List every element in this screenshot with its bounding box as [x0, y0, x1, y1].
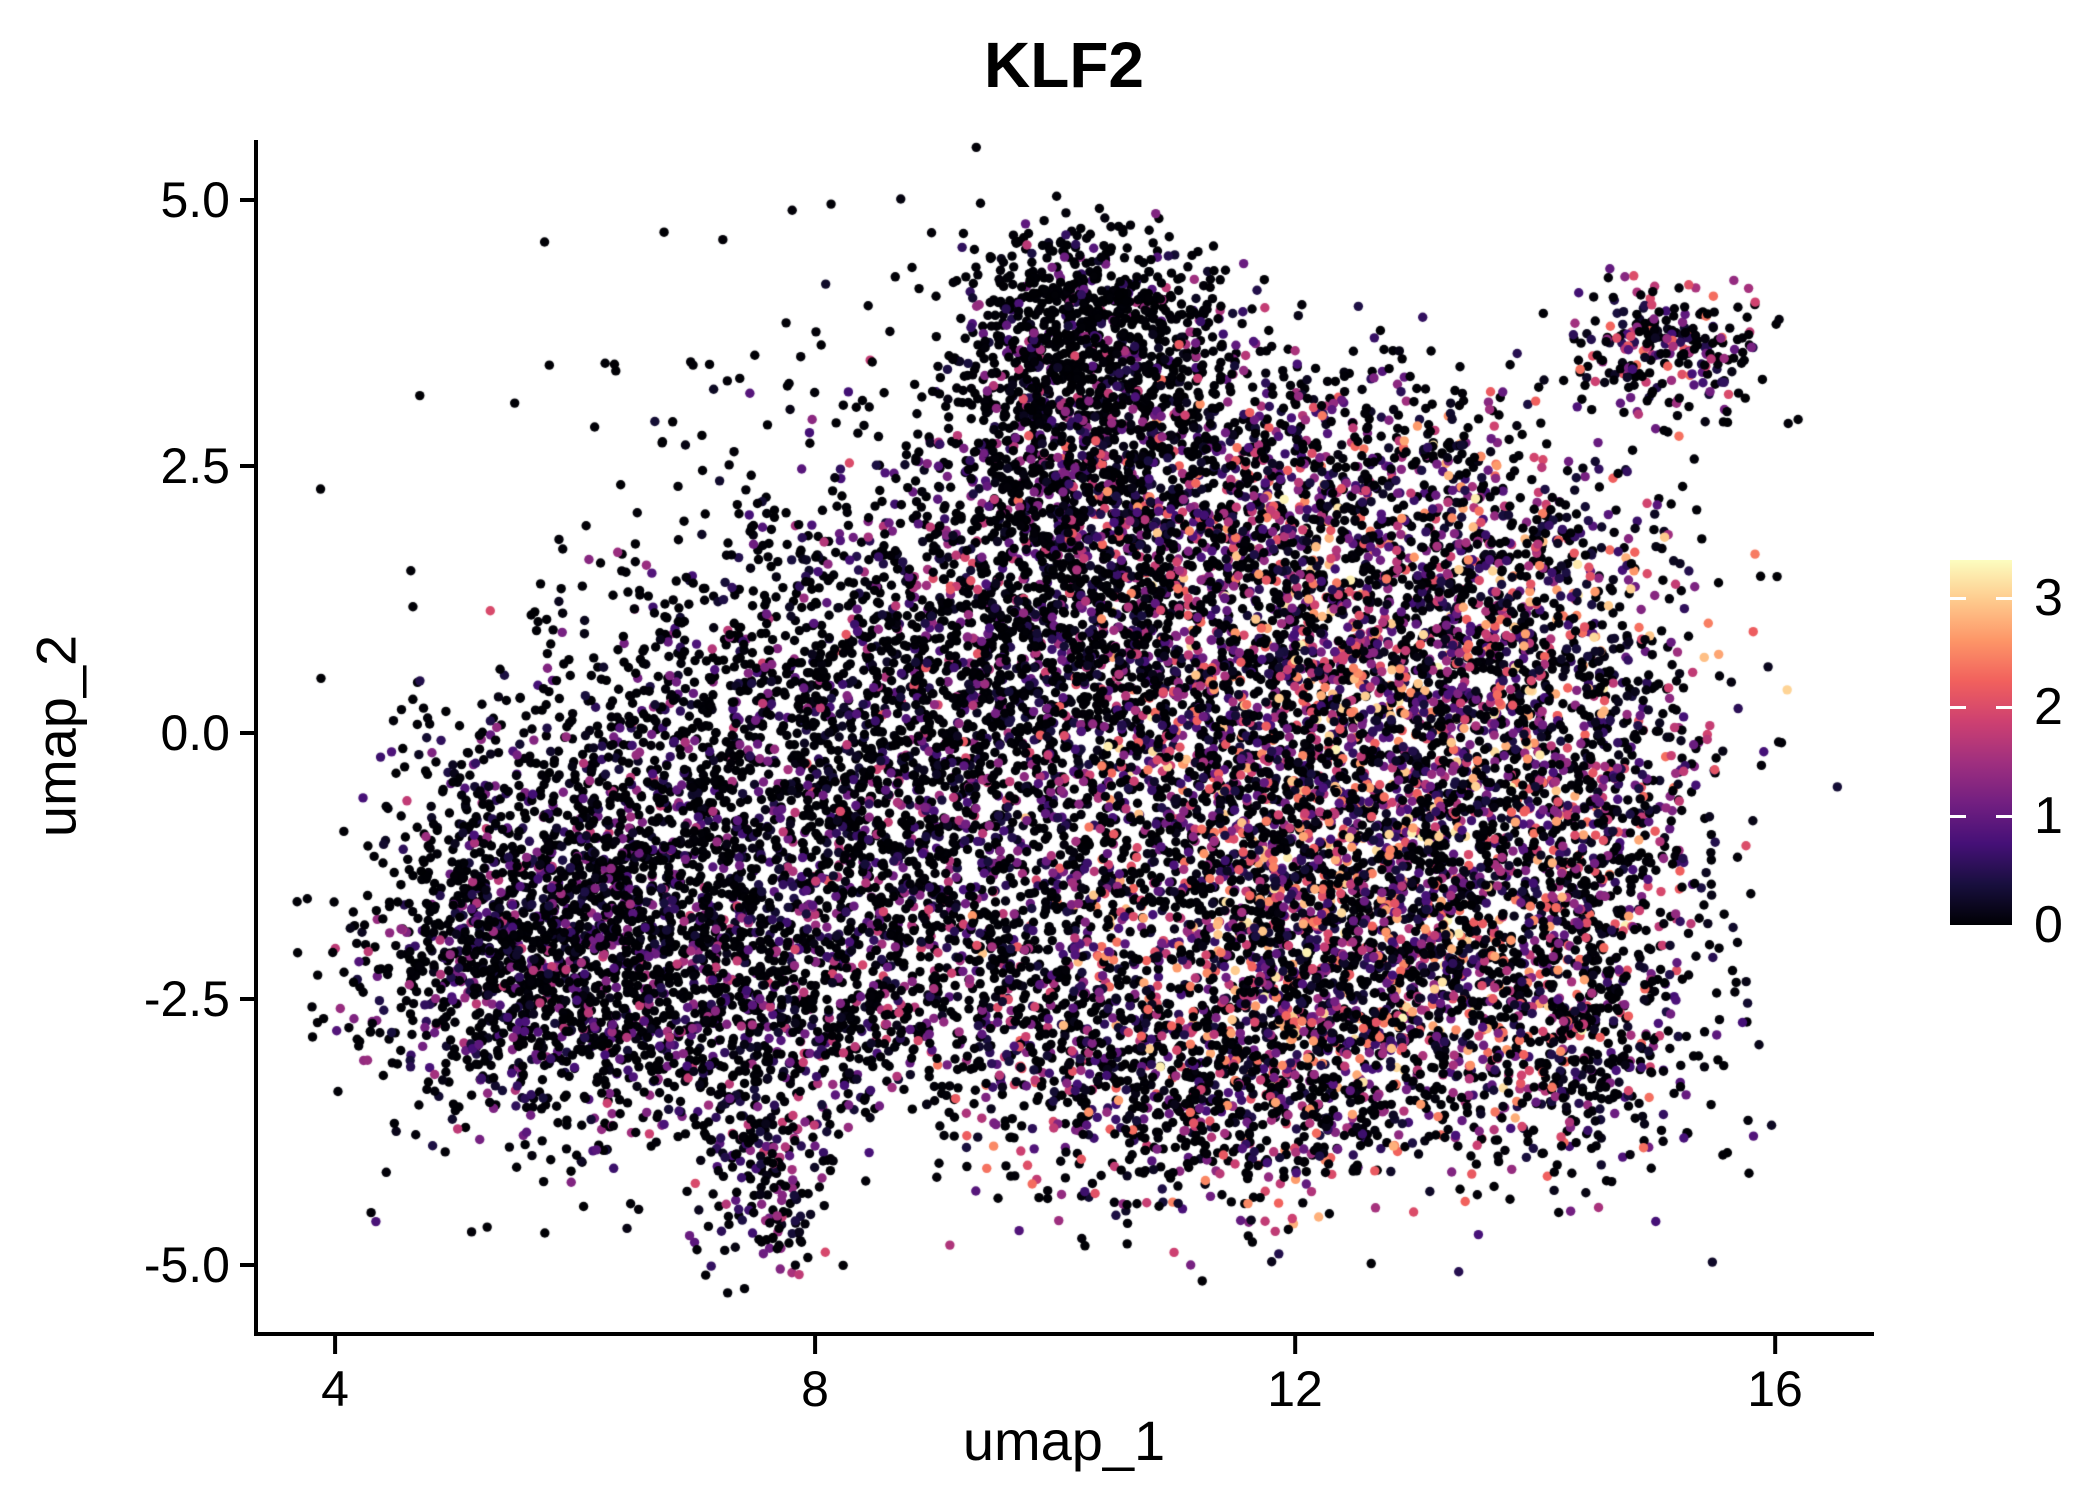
- y-axis-line: [254, 140, 258, 1336]
- colorbar-tick-label: 0: [2034, 896, 2063, 954]
- colorbar-legend: [1950, 560, 2012, 925]
- y-tick-label: 0.0: [160, 704, 230, 761]
- x-tick-label: 12: [1267, 1361, 1323, 1417]
- y-tick: 2.5: [160, 437, 258, 495]
- x-tick-label: 16: [1747, 1361, 1803, 1417]
- plot-title: KLF2: [984, 29, 1144, 101]
- colorbar-tick-label: 2: [2034, 678, 2063, 737]
- y-tick-mark: [240, 730, 258, 735]
- y-tick-label: -2.5: [143, 970, 230, 1027]
- x-tick: 12: [1267, 1336, 1323, 1418]
- x-tick-mark: [1293, 1336, 1297, 1354]
- x-axis-line: [254, 1332, 1874, 1336]
- x-tick: 4: [321, 1336, 349, 1418]
- y-tick-label: -5.0: [143, 1237, 230, 1293]
- colorbar-tick-label: 1: [2034, 787, 2063, 846]
- x-tick: 16: [1747, 1336, 1803, 1418]
- x-tick-mark: [333, 1336, 337, 1354]
- y-tick: -5.0: [144, 1236, 258, 1294]
- y-tick-mark: [240, 1263, 258, 1267]
- x-tick-label: 4: [321, 1361, 349, 1417]
- colorbar-tick-label: 3: [2034, 569, 2063, 628]
- y-tick-mark: [240, 996, 258, 1001]
- x-tick-label: 8: [801, 1361, 829, 1417]
- y-tick-label: 5.0: [160, 172, 230, 228]
- x-tick-mark: [1773, 1336, 1777, 1354]
- y-axis-label: umap_2: [24, 634, 88, 838]
- y-tick: 0.0: [160, 704, 258, 762]
- x-tick: 8: [801, 1336, 829, 1418]
- x-tick-mark: [813, 1336, 817, 1354]
- colorbar-gradient: [1950, 560, 2012, 925]
- y-tick-label: 2.5: [160, 438, 230, 495]
- y-tick-mark: [240, 198, 258, 202]
- x-axis-label: umap_1: [962, 1409, 1166, 1472]
- y-tick-mark: [240, 464, 258, 469]
- y-tick: -2.5: [144, 970, 258, 1028]
- y-tick: 5.0: [160, 171, 258, 229]
